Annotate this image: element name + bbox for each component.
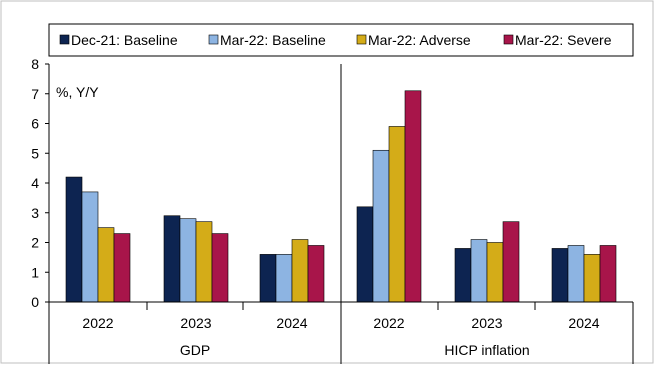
x-tick-label-0-2: 2024 — [276, 315, 307, 331]
bar-1-1-0 — [454, 248, 472, 303]
x-tick-label-1-1: 2023 — [471, 315, 502, 331]
bar-0-2-3 — [307, 245, 325, 303]
bar-1-2-1 — [567, 245, 585, 303]
y-tick-label-0: 0 — [31, 294, 39, 310]
legend-swatch-0 — [59, 34, 70, 45]
legend-box — [48, 23, 634, 57]
bar-1-0-1 — [372, 149, 390, 303]
legend-label-0: Dec-21: Baseline — [71, 32, 178, 48]
panel-label-1: HICP inflation — [444, 342, 529, 358]
legend-swatch-3 — [503, 34, 514, 45]
bar-0-0-0 — [65, 176, 83, 303]
bar-0-1-2 — [195, 221, 213, 303]
y-tick-label-1: 1 — [31, 264, 39, 280]
y-tick-label-5: 5 — [31, 145, 39, 161]
bar-0-1-1 — [179, 218, 197, 303]
bar-0-0-1 — [81, 191, 99, 303]
bar-1-0-2 — [388, 126, 406, 303]
panel-label-0: GDP — [180, 342, 210, 358]
bar-0-0-2 — [97, 227, 115, 303]
bar-1-2-2 — [583, 254, 601, 303]
legend-swatch-1 — [208, 34, 219, 45]
legend-label-2: Mar-22: Adverse — [368, 32, 471, 48]
bar-1-2-0 — [551, 248, 569, 303]
bar-1-1-3 — [502, 221, 520, 303]
x-tick-label-0-0: 2022 — [82, 315, 113, 331]
axes-layer: 2022 2023 2024 GDP 2022 2023 2024 HICP inflatio… — [31, 56, 634, 364]
x-tick-label-0-1: 2023 — [180, 315, 211, 331]
y-tick-label-3: 3 — [31, 205, 39, 221]
x-tick-label-1-0: 2022 — [373, 315, 404, 331]
legend-swatch-2 — [356, 34, 367, 45]
bar-0-1-3 — [211, 233, 229, 303]
y-tick-label-7: 7 — [31, 86, 39, 102]
bar-1-2-3 — [599, 245, 617, 303]
bar-0-2-0 — [259, 254, 277, 303]
x-tick-label-1-2: 2024 — [568, 315, 599, 331]
legend: Dec-21: Baseline Mar-22: Baseline Mar-22: … — [48, 23, 634, 57]
y-axis-unit-label: %, Y/Y — [56, 84, 99, 100]
y-tick-label-2: 2 — [31, 235, 39, 251]
bar-0-2-1 — [275, 254, 293, 303]
bar-1-1-1 — [470, 239, 488, 303]
legend-label-3: Mar-22: Severe — [515, 32, 612, 48]
bar-0-2-2 — [291, 239, 309, 303]
bar-1-1-2 — [486, 242, 504, 303]
bar-1-0-3 — [404, 90, 422, 303]
y-tick-label-8: 8 — [31, 56, 39, 72]
y-tick-label-6: 6 — [31, 116, 39, 132]
legend-label-1: Mar-22: Baseline — [220, 32, 326, 48]
bar-0-0-3 — [113, 233, 131, 303]
bars-layer — [65, 90, 617, 303]
y-tick-label-4: 4 — [31, 175, 39, 191]
bar-1-0-0 — [356, 206, 374, 303]
bar-0-1-0 — [163, 215, 181, 303]
